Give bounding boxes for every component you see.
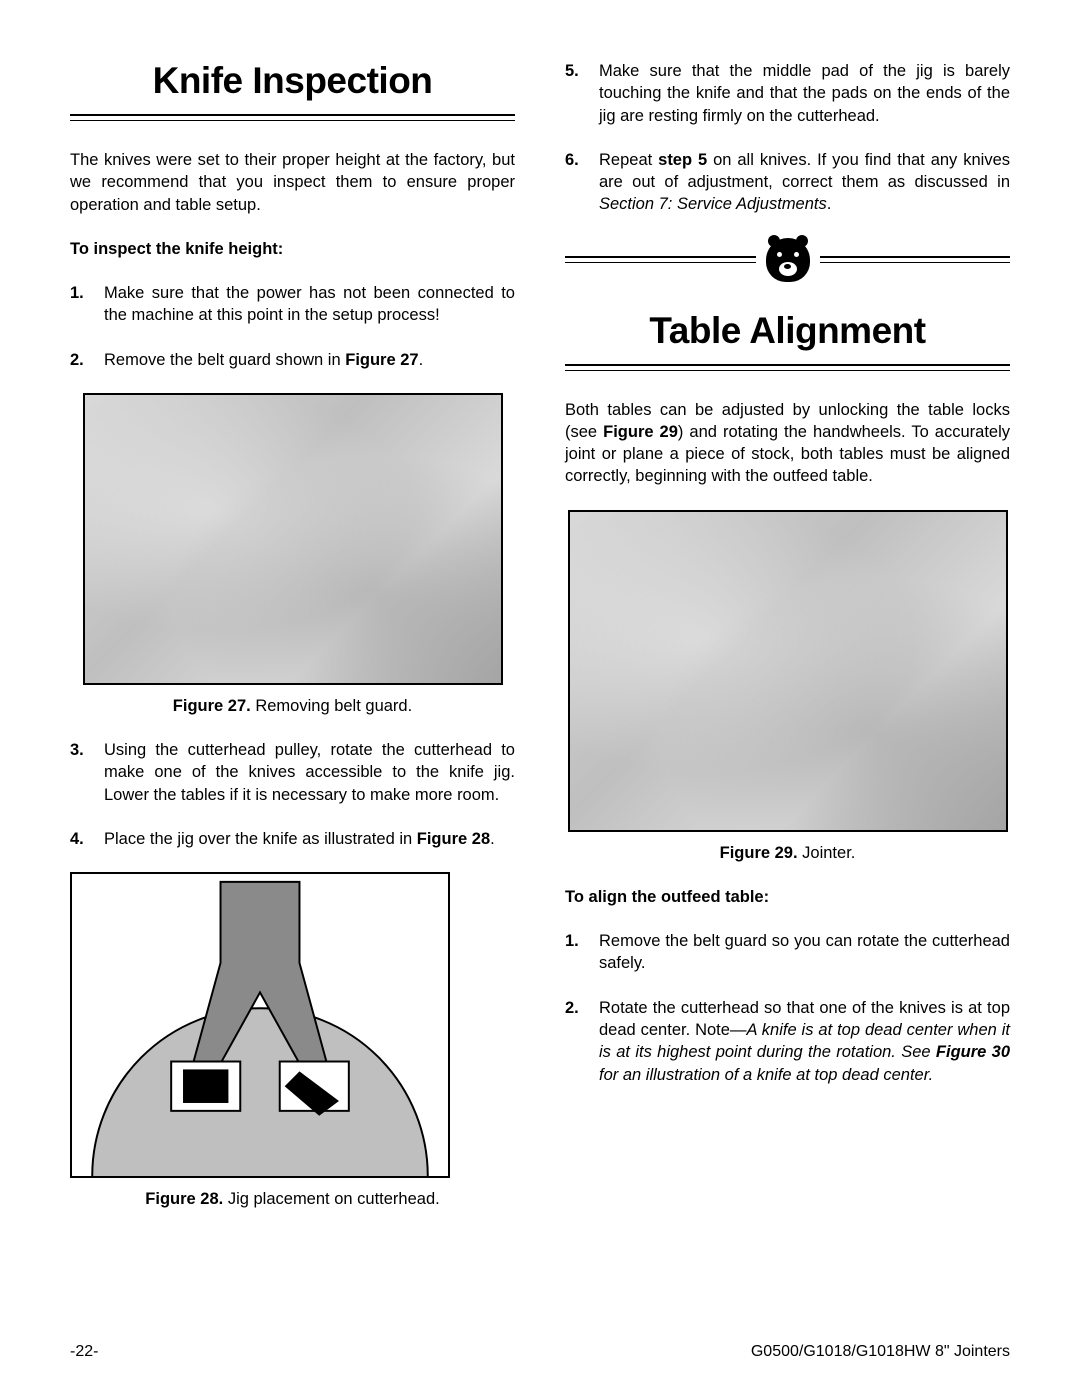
- step-number: 6.: [565, 149, 579, 171]
- page-number: -22-: [70, 1343, 98, 1361]
- step-number: 5.: [565, 60, 579, 82]
- step-text: Make sure that the power has not been co…: [104, 284, 515, 324]
- caption-text: Removing belt guard.: [251, 697, 412, 715]
- steps-list-right-bottom: 1. Remove the belt guard so you can rota…: [565, 930, 1010, 1086]
- caption-label: Figure 28.: [145, 1190, 223, 1208]
- page-footer: -22- G0500/G1018/G1018HW 8" Jointers: [70, 1343, 1010, 1361]
- steps-list-left-cont: 3. Using the cutterhead pulley, rotate t…: [70, 739, 515, 850]
- step-number: 2.: [565, 997, 579, 1019]
- text-run: .: [827, 195, 832, 213]
- figure-ref: Figure 27: [345, 351, 418, 369]
- step-number: 4.: [70, 828, 84, 850]
- steps-list-left: 1. Make sure that the power has not been…: [70, 282, 515, 371]
- step-3: 3. Using the cutterhead pulley, rotate t…: [70, 739, 515, 806]
- left-column: Knife Inspection The knives were set to …: [70, 60, 515, 1232]
- model-reference: G0500/G1018/G1018HW 8" Jointers: [751, 1343, 1010, 1361]
- step-5: 5. Make sure that the middle pad of the …: [565, 60, 1010, 127]
- step-6: 6. Repeat step 5 on all knives. If you f…: [565, 149, 1010, 216]
- section-title-knife-inspection: Knife Inspection: [70, 60, 515, 102]
- subhead-align-outfeed: To align the outfeed table:: [565, 886, 1010, 908]
- figure-29-image: [568, 510, 1008, 832]
- subhead-inspect-knife: To inspect the knife height:: [70, 238, 515, 260]
- steps-list-right-top: 5. Make sure that the middle pad of the …: [565, 60, 1010, 216]
- column-container: Knife Inspection The knives were set to …: [70, 60, 1010, 1232]
- figure-ref: Figure 29: [603, 423, 678, 441]
- step-text: Remove the belt guard shown in Figure 27…: [104, 351, 423, 369]
- intro-paragraph-alignment: Both tables can be adjusted by unlocking…: [565, 399, 1010, 488]
- section-title-table-alignment: Table Alignment: [565, 310, 1010, 352]
- step-number: 1.: [70, 282, 84, 304]
- text-run: Remove the belt guard shown in: [104, 351, 345, 369]
- double-rule: [70, 114, 515, 121]
- step-number: 3.: [70, 739, 84, 761]
- text-run: .: [490, 830, 495, 848]
- text-run: for an illustration of a knife at top de…: [599, 1066, 933, 1084]
- figure-ref: Figure 30: [936, 1043, 1010, 1061]
- caption-label: Figure 27.: [173, 697, 251, 715]
- step-text: Using the cutterhead pulley, rotate the …: [104, 741, 515, 804]
- caption-text: Jointer.: [798, 844, 856, 862]
- figure-27: [70, 393, 515, 685]
- figure-28-image: [70, 872, 450, 1178]
- step-text: Repeat step 5 on all knives. If you find…: [599, 151, 1010, 214]
- figure-28: [70, 872, 515, 1178]
- align-step-1: 1. Remove the belt guard so you can rota…: [565, 930, 1010, 975]
- figure-ref: Figure 28: [417, 830, 490, 848]
- step-text: Place the jig over the knife as illustra…: [104, 830, 495, 848]
- figure-28-caption: Figure 28. Jig placement on cutterhead.: [70, 1188, 515, 1210]
- step-text: Rotate the cutterhead so that one of the…: [599, 999, 1010, 1084]
- intro-paragraph: The knives were set to their proper heig…: [70, 149, 515, 216]
- figure-27-caption: Figure 27. Removing belt guard.: [70, 695, 515, 717]
- step-text: Remove the belt guard so you can rotate …: [599, 932, 1010, 972]
- text-run: Repeat: [599, 151, 658, 169]
- caption-label: Figure 29.: [720, 844, 798, 862]
- figure-27-image: [83, 393, 503, 685]
- manual-page: Knife Inspection The knives were set to …: [0, 0, 1080, 1397]
- step-text: Make sure that the middle pad of the jig…: [599, 62, 1010, 125]
- step-number: 1.: [565, 930, 579, 952]
- step-2: 2. Remove the belt guard shown in Figure…: [70, 349, 515, 371]
- bear-icon: [766, 238, 810, 282]
- double-rule: [565, 364, 1010, 371]
- divider-line-right: [820, 256, 1011, 263]
- decorative-divider: [565, 238, 1010, 282]
- right-column: 5. Make sure that the middle pad of the …: [565, 60, 1010, 1232]
- step-1: 1. Make sure that the power has not been…: [70, 282, 515, 327]
- align-step-2: 2. Rotate the cutterhead so that one of …: [565, 997, 1010, 1086]
- text-run: Place the jig over the knife as illustra…: [104, 830, 417, 848]
- step-4: 4. Place the jig over the knife as illus…: [70, 828, 515, 850]
- step-ref: step 5: [658, 151, 707, 169]
- caption-text: Jig placement on cutterhead.: [223, 1190, 439, 1208]
- figure-29-caption: Figure 29. Jointer.: [565, 842, 1010, 864]
- section-ref-italic: Section 7: Service Adjustments: [599, 195, 827, 213]
- figure-29: [565, 510, 1010, 832]
- step-number: 2.: [70, 349, 84, 371]
- text-run: .: [419, 351, 424, 369]
- divider-line-left: [565, 256, 756, 263]
